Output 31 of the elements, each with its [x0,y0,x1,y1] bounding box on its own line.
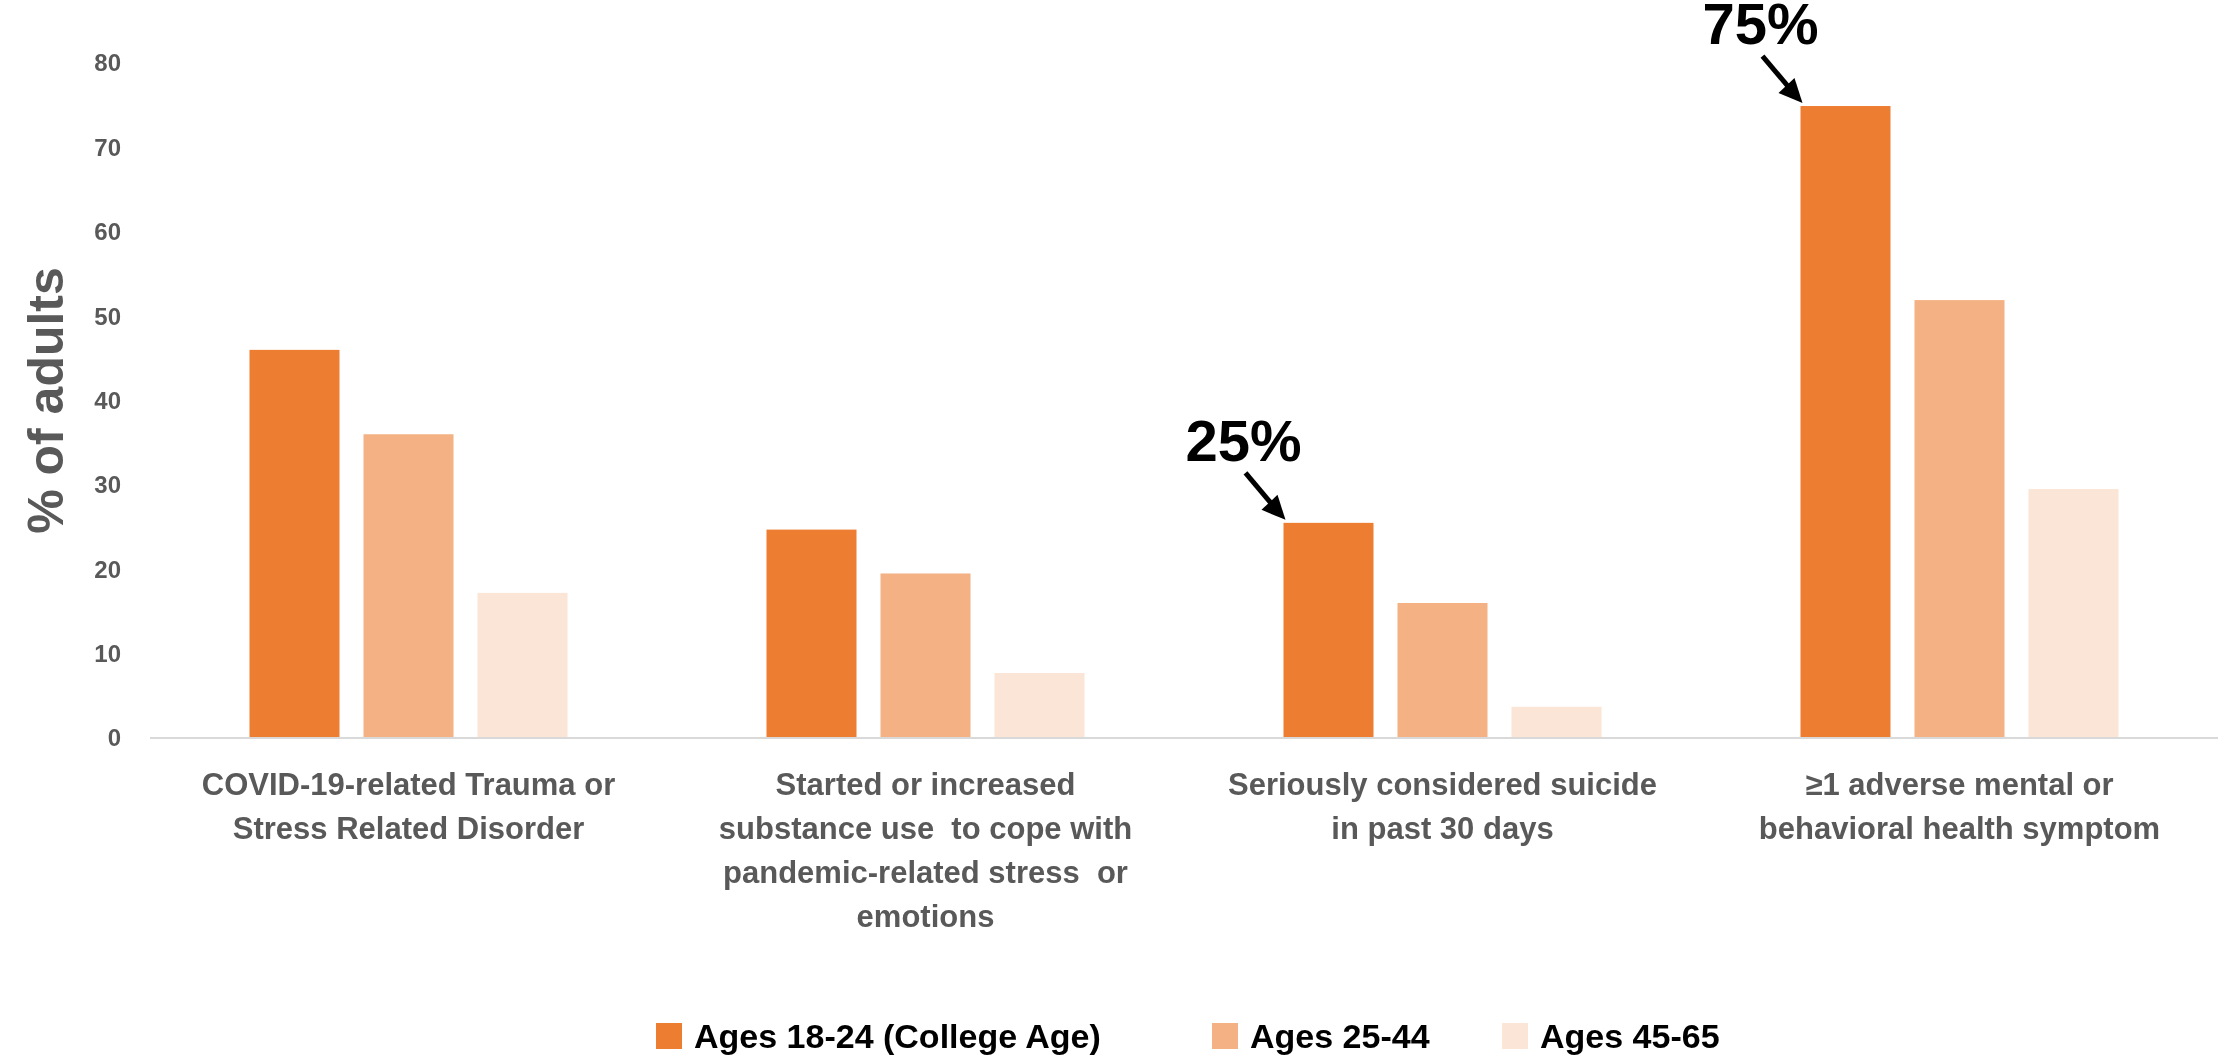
bar [1511,706,1602,738]
y-tick-label: 80 [94,49,121,77]
bar [477,592,568,738]
text: 75% [1702,0,1819,57]
legend-label: Ages 18-24 (College Age) [694,1016,1101,1055]
x-tick-label: COVID-19-related Trauma or Stress Related Disorder [201,767,616,846]
legend-label: Ages 25-44 [1250,1016,1430,1055]
legend-label: Ages 45-65 [1540,1016,1720,1055]
y-tick-label: 20 [94,555,121,583]
y-tick-label: 0 [107,724,121,752]
bar [994,673,1085,738]
x-tick-label: Seriously considered suicide in past 30 days [1228,767,1657,846]
bar [1800,106,1891,738]
bar [363,434,454,738]
x-tick-label: Started or increased substance use to cope with pandemic-related stress or emotions [718,767,1133,934]
annotation: 25% [1185,407,1302,473]
x-tick-label: ≥1 adverse mental or behavioral health symptom [1758,767,2161,846]
y-tick-label: 30 [94,471,121,499]
bar [1283,522,1374,738]
bar [880,573,971,738]
y-tick-label: 70 [94,133,121,161]
y-tick-label: 60 [94,218,121,246]
bar [2028,489,2119,738]
y-tick-label: 40 [94,386,121,414]
bar [1397,603,1488,738]
y-tick-label: 50 [94,302,121,330]
y-axis-title: % of adults [17,267,74,534]
bar [766,529,857,738]
y-tick-label: 10 [94,640,121,668]
bar [1914,300,2005,738]
bar [249,349,340,738]
